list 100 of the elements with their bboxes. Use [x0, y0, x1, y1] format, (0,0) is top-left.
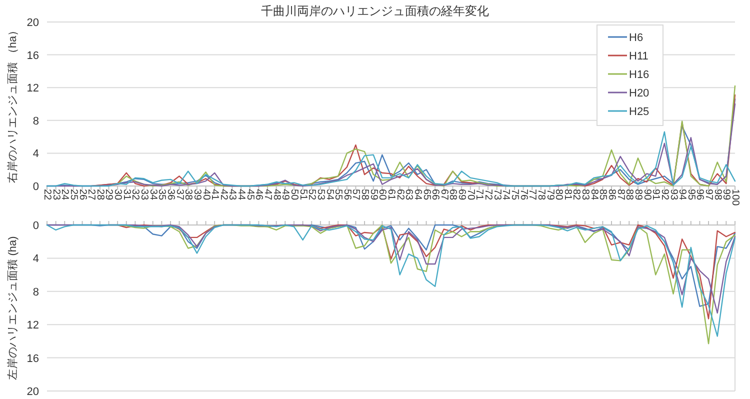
x-tick-label: 41 — [209, 189, 220, 201]
y-axis-title: 右岸のハリエンジュ面積 （ha） — [6, 24, 19, 184]
x-tick-label: 31 — [120, 189, 132, 201]
x-tick-label: 48 — [270, 189, 282, 201]
x-tick-label: 83 — [580, 189, 591, 201]
x-tick-label: 56 — [341, 189, 352, 201]
x-tick-label: 93 — [668, 189, 679, 201]
x-tick-label: 71 — [474, 189, 485, 201]
x-tick-label: 64 — [412, 189, 423, 201]
x-tick-label: 62 — [394, 189, 406, 201]
x-tick-label: 72 — [482, 189, 494, 201]
x-tick-label: 27 — [86, 189, 97, 201]
x-tick-label: 87 — [614, 189, 626, 201]
x-tick-label: 24 — [59, 189, 70, 201]
x-tick-label: 59 — [368, 189, 379, 201]
y-tick-label: 4 — [32, 148, 39, 160]
x-tick-label: 85 — [597, 189, 608, 201]
x-tick-label: 36 — [164, 189, 176, 201]
legend-label: H6 — [629, 32, 644, 44]
x-tick-label: 70 — [464, 189, 476, 201]
x-tick-label: 23 — [50, 189, 62, 201]
x-tick-label: 33 — [138, 189, 150, 201]
chart-title: 千曲川両岸のハリエンジュ面積の経年変化 — [261, 4, 489, 18]
y-tick-label: 16 — [26, 50, 39, 62]
x-tick-label: 91 — [650, 189, 662, 201]
x-tick-label: 89 — [632, 189, 644, 201]
y-axis-title: 左岸のハリエンジュ面積 (ha) — [6, 236, 19, 380]
x-tick-label: 22 — [42, 189, 52, 201]
x-tick-label: 94 — [676, 189, 688, 201]
x-tick-label: 90 — [641, 189, 652, 201]
x-tick-label: 49 — [280, 189, 291, 201]
x-tick-label: 92 — [658, 189, 670, 201]
x-tick-label: 86 — [606, 189, 618, 201]
x-tick-label: 77 — [526, 189, 538, 201]
x-tick-label: 99 — [720, 189, 732, 201]
x-tick-label: 58 — [359, 189, 370, 201]
x-tick-label: 75 — [508, 189, 520, 201]
x-tick-label: 43 — [226, 189, 238, 201]
x-tick-label: 66 — [430, 189, 441, 201]
x-tick-label: 68 — [447, 189, 458, 201]
x-tick-label: 42 — [218, 189, 229, 201]
x-tick-label: 30 — [112, 189, 124, 201]
x-tick-label: 78 — [535, 189, 546, 201]
legend-label: H16 — [629, 69, 650, 81]
legend-label: H25 — [629, 106, 650, 118]
y-tick-label: 8 — [32, 286, 39, 298]
line-series — [116, 224, 736, 344]
x-tick-label: 81 — [562, 189, 573, 201]
x-tick-label: 26 — [76, 189, 88, 201]
x-tick-label: 45 — [244, 189, 256, 201]
x-tick-label: 65 — [420, 189, 432, 201]
y-tick-label: 20 — [26, 17, 39, 29]
y-tick-label: 0 — [32, 220, 39, 232]
x-tick-label: 73 — [491, 189, 502, 201]
y-tick-label: 0 — [32, 181, 39, 193]
x-tick-label: 57 — [350, 189, 362, 201]
x-tick-label: 54 — [324, 189, 335, 201]
x-tick-label: 82 — [570, 189, 582, 201]
x-tick-label: 67 — [438, 189, 450, 201]
x-tick-label: 98 — [712, 189, 723, 201]
x-tick-label: 100 — [730, 189, 740, 206]
x-tick-label: 40 — [200, 189, 212, 201]
x-tick-label: 80 — [553, 189, 564, 201]
x-tick-label: 29 — [103, 189, 114, 201]
x-tick-label: 74 — [500, 189, 512, 201]
y-tick-label: 4 — [32, 253, 39, 266]
legend-label: H11 — [629, 50, 648, 62]
x-tick-label: 32 — [130, 189, 141, 201]
y-tick-label: 16 — [26, 352, 39, 365]
x-tick-label: 37 — [174, 189, 185, 201]
x-tick-label: 38 — [182, 189, 194, 201]
x-tick-label: 35 — [156, 189, 168, 201]
x-tick-label: 84 — [588, 189, 600, 201]
x-tick-label: 88 — [624, 189, 635, 201]
x-tick-label: 34 — [147, 189, 158, 201]
x-tick-label: 50 — [288, 189, 300, 201]
x-tick-label: 76 — [518, 189, 529, 201]
x-tick-label: 53 — [314, 189, 326, 201]
x-tick-label: 28 — [94, 189, 106, 201]
x-tick-label: 60 — [376, 189, 388, 201]
x-tick-label: 51 — [297, 189, 308, 201]
x-tick-label: 47 — [262, 189, 274, 201]
y-tick-label: 12 — [26, 82, 39, 95]
x-tick-label: 63 — [403, 189, 414, 201]
x-tick-label: 95 — [685, 189, 696, 201]
y-tick-label: 20 — [26, 386, 39, 398]
y-tick-label: 12 — [26, 320, 39, 332]
y-tick-label: 8 — [32, 115, 39, 128]
x-tick-label: 39 — [191, 189, 202, 201]
legend-label: H20 — [629, 88, 650, 100]
line-series — [46, 131, 736, 187]
x-tick-label: 97 — [703, 189, 714, 201]
x-tick-label: 55 — [332, 189, 344, 201]
x-tick-label: 96 — [694, 189, 706, 201]
x-tick-label: 52 — [306, 189, 318, 201]
x-tick-label: 79 — [544, 189, 556, 201]
x-tick-label: 46 — [253, 189, 264, 201]
x-tick-label: 25 — [68, 189, 79, 201]
x-tick-label: 61 — [386, 189, 396, 201]
x-tick-label: 44 — [236, 189, 247, 201]
